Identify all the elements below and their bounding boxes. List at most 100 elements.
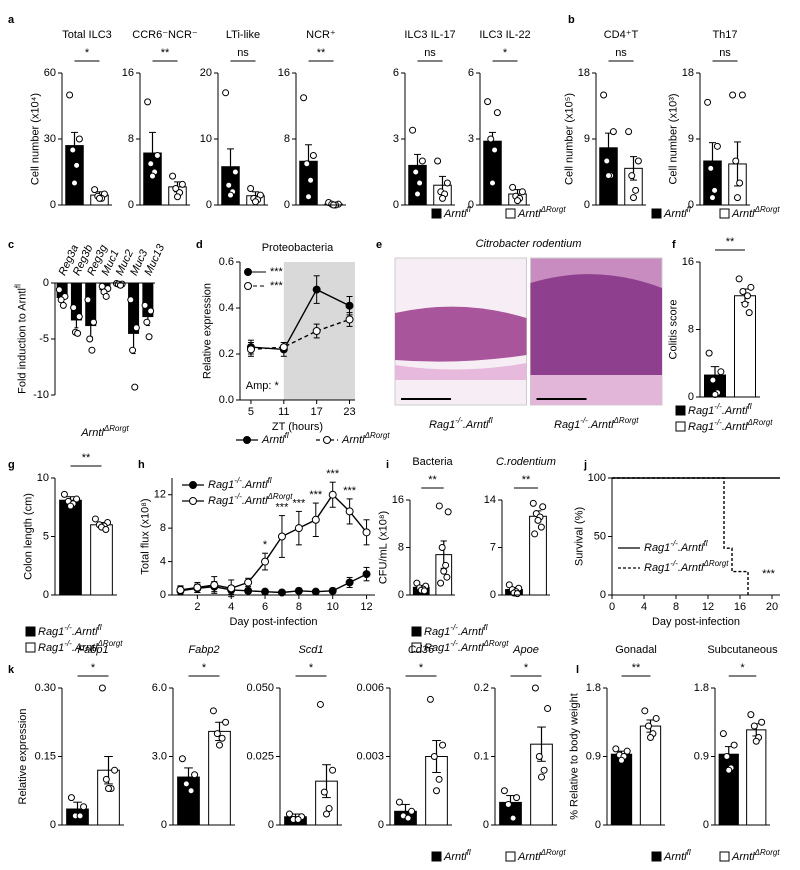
y-tick-label: 5 — [43, 530, 49, 542]
panel-letter: l — [576, 664, 579, 676]
y-tick-label: 0 — [703, 819, 709, 831]
label: Arntlfl — [443, 848, 471, 863]
superscript: fl — [687, 205, 691, 214]
data-point — [634, 157, 642, 165]
data-point — [612, 745, 620, 753]
data-point — [514, 197, 521, 205]
y-tick-label: 7 — [490, 541, 496, 553]
y-tick-label: 0.1 — [474, 750, 489, 762]
data-point — [735, 275, 743, 283]
label: Rag1-/-.Arntlfl — [424, 623, 488, 638]
y-tick-label: 8 — [688, 323, 694, 335]
data-point — [758, 718, 766, 726]
panel-letter: j — [583, 459, 587, 471]
label: Rag1-/-.Arntlfl — [429, 416, 493, 431]
panel-title: Th17 — [712, 29, 737, 41]
label-part: Rag1 — [424, 626, 450, 638]
label: Rag1-/-.ArntlΔRorgt — [688, 418, 773, 433]
y-axis-label: Cell number (x10⁵) — [564, 93, 576, 185]
series-line — [180, 573, 367, 594]
data-point — [222, 718, 230, 726]
superscript: -/- — [234, 492, 242, 501]
data-point — [147, 160, 155, 168]
data-point — [426, 695, 434, 703]
label-part: Rag1 — [644, 542, 670, 554]
superscript: -/- — [580, 416, 588, 425]
data-point — [362, 570, 371, 579]
chart-panel: 0 0.003 0.006 Cd36 * — [356, 644, 452, 831]
data-point — [719, 730, 727, 738]
superscript: ΔRorgt — [267, 492, 294, 501]
data-point — [90, 318, 98, 326]
y-tick-label: 0.9 — [694, 750, 709, 762]
data-point — [294, 586, 303, 595]
data-point — [408, 807, 416, 815]
y-tick-label: 0.025 — [246, 750, 274, 762]
y-tick-label: 0.0 — [219, 394, 234, 406]
data-point — [178, 180, 186, 188]
y-tick-label: 0 — [595, 819, 601, 831]
data-point — [279, 343, 288, 352]
data-point — [311, 515, 320, 524]
significance: ** — [161, 47, 170, 59]
superscript: ΔRorgt — [364, 431, 391, 440]
data-point — [96, 194, 103, 202]
superscript: fl — [98, 623, 102, 632]
legend-marker — [189, 481, 197, 489]
legend-swatch — [411, 642, 422, 653]
y-tick-label: 6 — [393, 67, 399, 79]
label-part: Rag1 — [688, 421, 714, 433]
x-tick-label: 8 — [296, 601, 302, 613]
bar — [734, 295, 756, 398]
data-point — [644, 722, 652, 730]
label-part: .Arntl — [678, 562, 704, 574]
data-point — [442, 561, 450, 569]
data-point — [709, 194, 716, 202]
data-point — [509, 183, 517, 191]
data-point — [191, 771, 199, 779]
panel-title: Apoe — [512, 644, 539, 656]
data-point — [312, 285, 321, 294]
y-tick-label: 60 — [44, 67, 56, 79]
superscript: -/- — [455, 416, 463, 425]
panel-letter: c — [8, 239, 14, 251]
data-point — [309, 152, 317, 159]
x-tick-label: 11 — [278, 406, 289, 418]
data-point — [131, 383, 139, 391]
superscript: ΔRorgt — [754, 205, 781, 214]
panel-letter: b — [568, 14, 575, 26]
data-point — [187, 787, 195, 795]
data-point — [416, 179, 424, 187]
panel-title: C.rodentium — [496, 456, 556, 468]
significance: ns — [237, 47, 249, 59]
y-tick-label: 0 — [161, 819, 167, 831]
data-point — [738, 91, 746, 99]
data-point — [147, 307, 155, 315]
significance: *** — [270, 266, 284, 278]
significance: * — [202, 662, 207, 674]
panel-title: CCR6⁻NCR⁻ — [132, 29, 198, 41]
y-tick-label: 1.8 — [586, 682, 601, 694]
data-point — [705, 349, 713, 357]
superscript: ΔRorgt — [613, 416, 640, 425]
y-tick-label: 8 — [398, 541, 404, 553]
data-point — [540, 766, 548, 774]
data-point — [628, 172, 636, 180]
data-point — [717, 368, 725, 376]
data-point — [632, 186, 640, 194]
data-point — [305, 193, 312, 201]
data-point — [60, 490, 68, 498]
legend-swatch — [651, 208, 662, 219]
legend-swatch — [651, 851, 662, 862]
x-tick-label: 10 — [327, 601, 339, 613]
data-point — [246, 345, 255, 354]
y-tick-label: 0 — [688, 391, 694, 403]
panel-title: LTi-like — [226, 29, 260, 41]
label-part: .Arntl — [722, 405, 748, 417]
y-tick-label: 0 — [206, 199, 212, 211]
data-point — [647, 733, 654, 741]
data-point — [747, 711, 755, 719]
